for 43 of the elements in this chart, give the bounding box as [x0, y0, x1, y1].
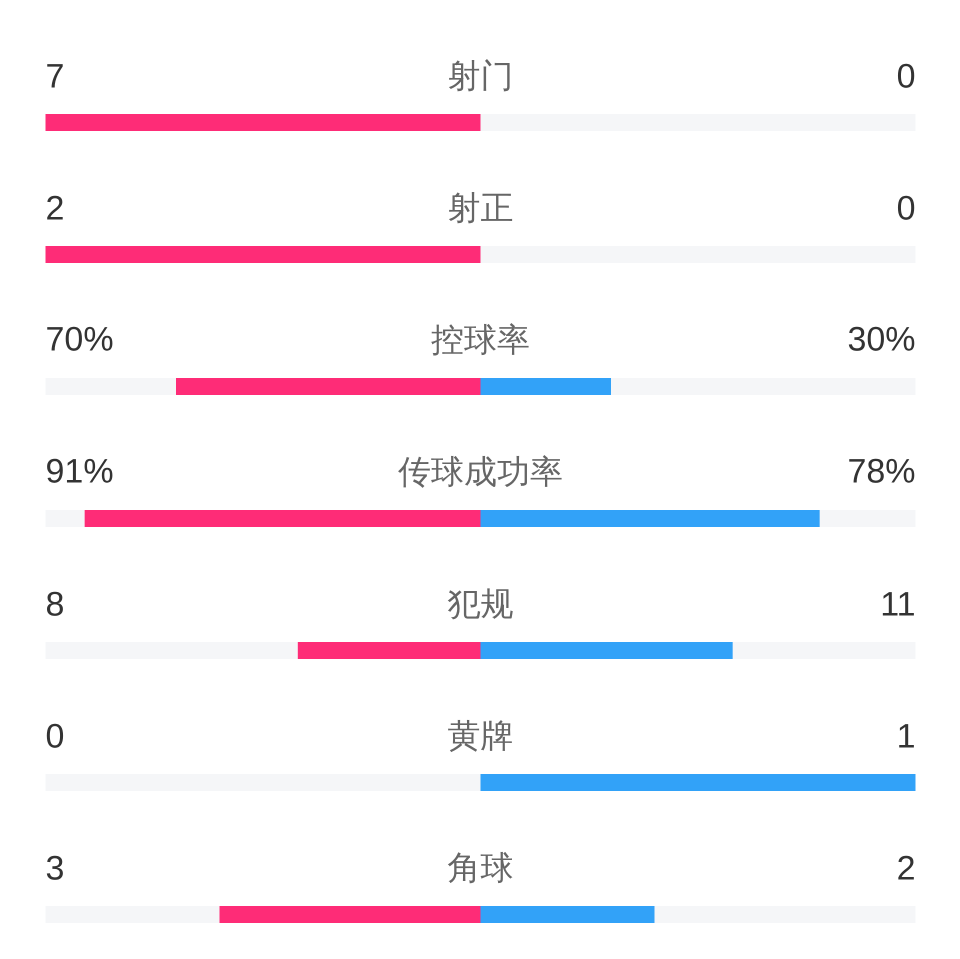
bar — [480, 774, 916, 791]
y-tick-label: 控球率 — [431, 321, 530, 358]
annotation: 0 — [896, 58, 916, 96]
bar — [298, 642, 480, 659]
bar — [480, 642, 733, 659]
bar — [611, 378, 916, 395]
annotation: 11 — [880, 586, 916, 624]
y-tick-label: 射门 — [448, 57, 514, 94]
annotation: 30% — [847, 320, 916, 358]
y-tick-label: 黄牌 — [448, 717, 514, 754]
annotation: 8 — [46, 586, 64, 624]
bar — [820, 510, 916, 527]
bar — [46, 906, 220, 923]
bar — [732, 642, 916, 659]
annotation: 1 — [896, 718, 916, 756]
bar — [654, 906, 916, 923]
annotation: 91% — [46, 452, 114, 490]
annotation: 70% — [46, 320, 114, 358]
annotation: 2 — [46, 190, 64, 228]
annotation: 0 — [896, 190, 916, 228]
bar — [480, 906, 654, 923]
annotation: 78% — [847, 452, 916, 490]
bar — [46, 246, 480, 263]
annotation: 2 — [896, 850, 916, 888]
bar — [480, 378, 611, 395]
annotation: 7 — [46, 58, 64, 96]
bar — [46, 642, 298, 659]
bar — [46, 114, 480, 131]
bar — [220, 906, 480, 923]
bar — [176, 378, 480, 395]
y-tick-label: 射正 — [448, 189, 514, 226]
y-tick-label: 角球 — [448, 849, 514, 886]
annotation: 0 — [46, 718, 64, 756]
bar — [46, 774, 480, 791]
bar — [46, 510, 85, 527]
y-tick-label: 传球成功率 — [398, 453, 563, 490]
y-tick-label: 犯规 — [448, 585, 514, 622]
bar — [480, 510, 820, 527]
bar — [46, 378, 176, 395]
bar — [84, 510, 480, 527]
bar — [480, 246, 916, 263]
annotation: 3 — [46, 850, 64, 888]
bar — [480, 114, 916, 131]
